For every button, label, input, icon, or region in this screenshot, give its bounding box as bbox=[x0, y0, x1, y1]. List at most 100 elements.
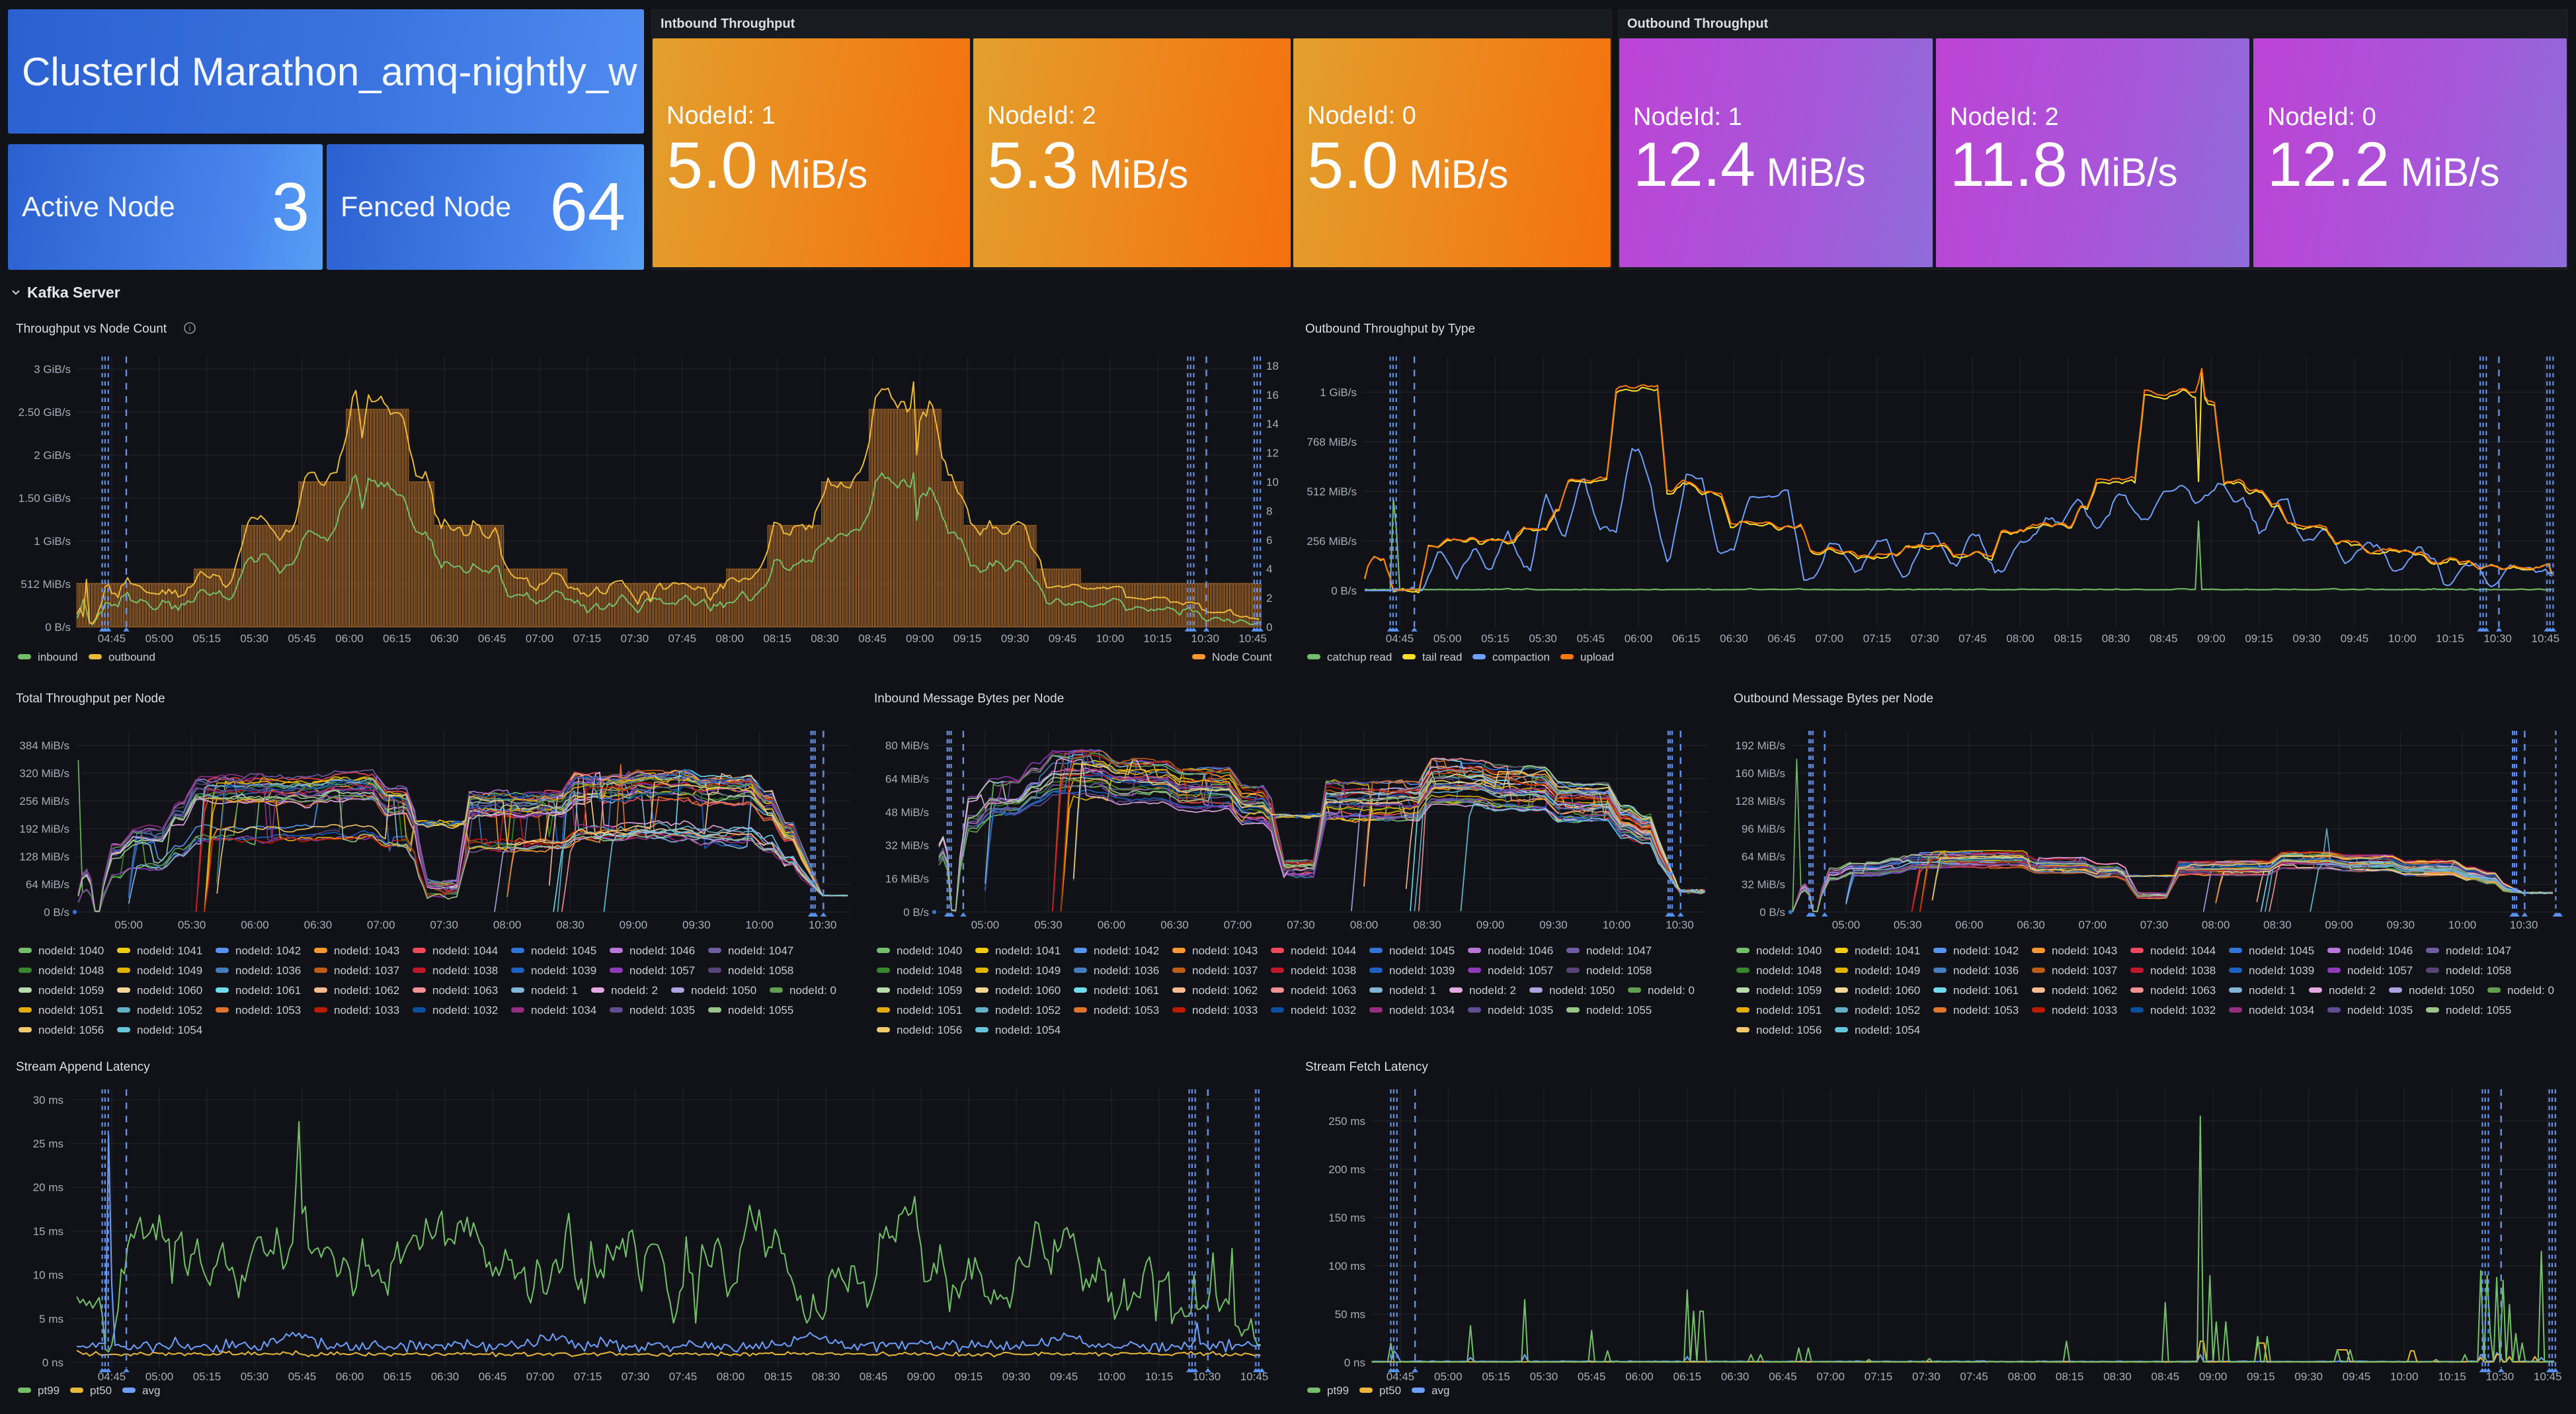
svg-text:nodeId: 1044: nodeId: 1044 bbox=[432, 944, 498, 957]
svg-text:nodeId: 1052: nodeId: 1052 bbox=[995, 1004, 1061, 1017]
svg-text:05:15: 05:15 bbox=[193, 632, 221, 645]
svg-text:06:45: 06:45 bbox=[479, 1370, 507, 1383]
svg-text:10:45: 10:45 bbox=[2534, 1370, 2562, 1383]
svg-text:09:00: 09:00 bbox=[1476, 919, 1505, 931]
svg-text:05:00: 05:00 bbox=[145, 632, 174, 645]
svg-text:1 GiB/s: 1 GiB/s bbox=[34, 535, 71, 548]
svg-text:nodeId: 1: nodeId: 1 bbox=[2249, 984, 2296, 997]
svg-text:pt50: pt50 bbox=[90, 1384, 112, 1397]
svg-text:15 ms: 15 ms bbox=[33, 1225, 63, 1237]
svg-text:384 MiB/s: 384 MiB/s bbox=[19, 739, 69, 752]
svg-text:nodeId: 1060: nodeId: 1060 bbox=[995, 984, 1061, 997]
svg-text:nodeId: 1041: nodeId: 1041 bbox=[1855, 944, 1920, 957]
svg-text:nodeId: 1055: nodeId: 1055 bbox=[728, 1004, 793, 1017]
svg-text:06:30: 06:30 bbox=[1721, 1370, 1750, 1383]
svg-text:07:30: 07:30 bbox=[1287, 919, 1315, 931]
svg-text:05:45: 05:45 bbox=[1578, 1370, 1606, 1383]
svg-text:nodeId: 1046: nodeId: 1046 bbox=[1488, 944, 1553, 957]
svg-text:20 ms: 20 ms bbox=[33, 1181, 63, 1194]
svg-text:768 MiB/s: 768 MiB/s bbox=[1307, 436, 1357, 448]
svg-text:07:00: 07:00 bbox=[367, 919, 395, 931]
svg-text:nodeId: 1061: nodeId: 1061 bbox=[1953, 984, 2019, 997]
svg-text:nodeId: 1062: nodeId: 1062 bbox=[2052, 984, 2117, 997]
svg-text:nodeId: 1036: nodeId: 1036 bbox=[1953, 964, 2019, 977]
svg-text:nodeId: 1061: nodeId: 1061 bbox=[1094, 984, 1159, 997]
svg-text:nodeId: 1043: nodeId: 1043 bbox=[2052, 944, 2117, 957]
svg-text:nodeId: 1037: nodeId: 1037 bbox=[2052, 964, 2117, 977]
svg-text:nodeId: 1034: nodeId: 1034 bbox=[2249, 1004, 2314, 1017]
svg-text:10:15: 10:15 bbox=[1144, 632, 1172, 645]
svg-text:nodeId: 2: nodeId: 2 bbox=[2329, 984, 2376, 997]
svg-text:nodeId: 1032: nodeId: 1032 bbox=[1291, 1004, 1356, 1017]
svg-text:05:15: 05:15 bbox=[1481, 632, 1509, 645]
svg-text:nodeId: 1060: nodeId: 1060 bbox=[137, 984, 202, 997]
svg-text:06:00: 06:00 bbox=[335, 632, 364, 645]
svg-text:10 ms: 10 ms bbox=[33, 1269, 63, 1282]
svg-text:05:30: 05:30 bbox=[178, 919, 206, 931]
svg-text:nodeId: 1035: nodeId: 1035 bbox=[1488, 1004, 1553, 1017]
svg-text:2 GiB/s: 2 GiB/s bbox=[34, 449, 71, 462]
svg-text:07:00: 07:00 bbox=[526, 1370, 555, 1383]
svg-text:25 ms: 25 ms bbox=[33, 1138, 63, 1150]
svg-text:05:00: 05:00 bbox=[971, 919, 1000, 931]
svg-text:09:15: 09:15 bbox=[2245, 632, 2273, 645]
svg-text:nodeId: 1037: nodeId: 1037 bbox=[334, 964, 399, 977]
svg-text:nodeId: 1053: nodeId: 1053 bbox=[1953, 1004, 2019, 1017]
svg-text:06:15: 06:15 bbox=[383, 632, 411, 645]
svg-text:nodeId: 1059: nodeId: 1059 bbox=[897, 984, 962, 997]
svg-text:upload: upload bbox=[1580, 651, 1614, 663]
svg-text:07:45: 07:45 bbox=[1960, 1370, 1988, 1383]
svg-text:nodeId: 1044: nodeId: 1044 bbox=[2150, 944, 2216, 957]
svg-text:4: 4 bbox=[1266, 563, 1272, 575]
svg-text:nodeId: 1058: nodeId: 1058 bbox=[728, 964, 793, 977]
svg-text:08:30: 08:30 bbox=[811, 632, 839, 645]
svg-text:09:30: 09:30 bbox=[1001, 632, 1029, 645]
svg-text:07:15: 07:15 bbox=[1865, 1370, 1893, 1383]
svg-text:06:45: 06:45 bbox=[478, 632, 506, 645]
svg-text:10:45: 10:45 bbox=[2532, 632, 2560, 645]
svg-text:04:45: 04:45 bbox=[1386, 632, 1414, 645]
svg-text:nodeId: 1045: nodeId: 1045 bbox=[1389, 944, 1455, 957]
svg-text:catchup read: catchup read bbox=[1327, 651, 1392, 663]
svg-text:05:00: 05:00 bbox=[114, 919, 143, 931]
svg-text:10: 10 bbox=[1266, 476, 1279, 489]
svg-text:nodeId: 1050: nodeId: 1050 bbox=[1549, 984, 1615, 997]
svg-text:Node Count: Node Count bbox=[1212, 651, 1272, 663]
svg-text:10:15: 10:15 bbox=[2436, 632, 2464, 645]
svg-text:nodeId: 1063: nodeId: 1063 bbox=[432, 984, 498, 997]
svg-text:16 MiB/s: 16 MiB/s bbox=[885, 873, 929, 886]
svg-text:i: i bbox=[189, 324, 191, 333]
svg-text:06:30: 06:30 bbox=[430, 632, 459, 645]
svg-text:08:30: 08:30 bbox=[2102, 632, 2130, 645]
svg-text:08:30: 08:30 bbox=[812, 1370, 840, 1383]
svg-text:50 ms: 50 ms bbox=[1335, 1308, 1365, 1321]
svg-text:256 MiB/s: 256 MiB/s bbox=[1307, 535, 1357, 548]
svg-text:inbound: inbound bbox=[38, 651, 78, 663]
svg-text:compaction: compaction bbox=[1492, 651, 1550, 663]
svg-text:256 MiB/s: 256 MiB/s bbox=[19, 795, 69, 808]
svg-text:nodeId: 1049: nodeId: 1049 bbox=[137, 964, 202, 977]
svg-text:nodeId: 1042: nodeId: 1042 bbox=[1953, 944, 2019, 957]
svg-text:nodeId: 1048: nodeId: 1048 bbox=[897, 964, 962, 977]
svg-text:09:00: 09:00 bbox=[907, 1370, 936, 1383]
svg-text:08:15: 08:15 bbox=[2054, 632, 2083, 645]
svg-text:06:15: 06:15 bbox=[383, 1370, 412, 1383]
svg-text:09:45: 09:45 bbox=[1050, 1370, 1078, 1383]
svg-text:0 B/s: 0 B/s bbox=[903, 906, 929, 919]
svg-text:nodeId: 1057: nodeId: 1057 bbox=[1488, 964, 1553, 977]
svg-text:128 MiB/s: 128 MiB/s bbox=[1735, 795, 1785, 808]
svg-text:80 MiB/s: 80 MiB/s bbox=[885, 739, 929, 752]
svg-text:32 MiB/s: 32 MiB/s bbox=[885, 839, 929, 852]
svg-text:06:45: 06:45 bbox=[1767, 632, 1796, 645]
svg-text:08:30: 08:30 bbox=[556, 919, 584, 931]
svg-text:tail read: tail read bbox=[1422, 651, 1462, 663]
svg-text:10:00: 10:00 bbox=[2388, 632, 2417, 645]
svg-text:09:45: 09:45 bbox=[1049, 632, 1077, 645]
svg-text:nodeId: 1053: nodeId: 1053 bbox=[1094, 1004, 1159, 1017]
svg-text:nodeId: 1041: nodeId: 1041 bbox=[137, 944, 202, 957]
svg-text:nodeId: 1040: nodeId: 1040 bbox=[38, 944, 104, 957]
svg-text:09:45: 09:45 bbox=[2341, 632, 2369, 645]
svg-text:nodeId: 1039: nodeId: 1039 bbox=[2249, 964, 2314, 977]
svg-text:30 ms: 30 ms bbox=[33, 1094, 63, 1106]
svg-text:05:30: 05:30 bbox=[1529, 632, 1557, 645]
